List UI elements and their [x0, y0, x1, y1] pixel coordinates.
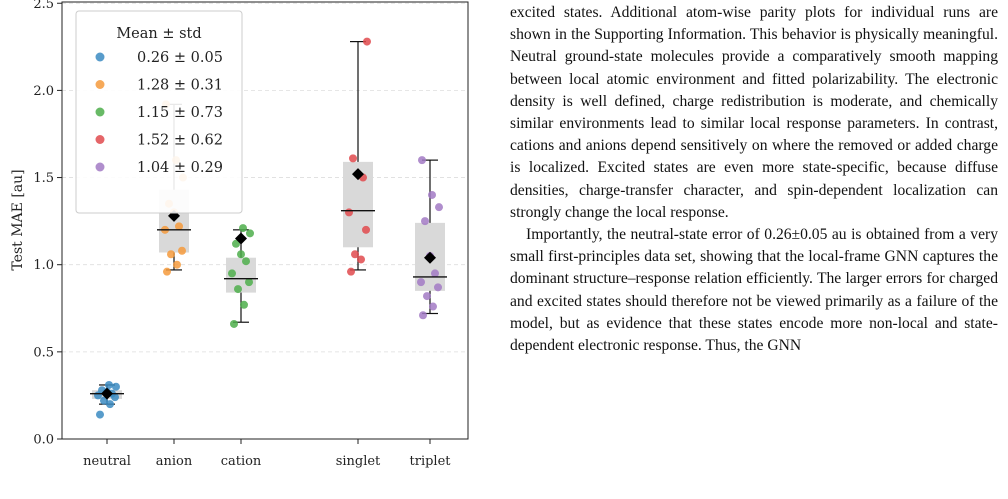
data-point	[434, 283, 442, 292]
data-point	[428, 190, 436, 199]
data-point	[237, 250, 245, 259]
mean-marker	[101, 387, 113, 400]
y-axis-label: Test MAE [au]	[10, 169, 26, 270]
mean-marker	[424, 251, 436, 264]
mean-marker	[235, 232, 247, 245]
box-plot-figure: 0.00.51.01.52.02.53.0 neutralanioncation…	[10, 0, 469, 469]
y-tick-label: 2.5	[33, 0, 54, 12]
legend-label: 1.15 ± 0.73	[137, 105, 223, 121]
data-point	[347, 267, 355, 276]
data-point	[167, 250, 175, 259]
x-tick-label: cation	[221, 454, 262, 469]
legend-marker	[95, 135, 105, 144]
paragraph-1: excited states. Additional atom-wise par…	[510, 4, 998, 221]
plot-frame	[61, 1, 469, 440]
data-point	[232, 239, 240, 248]
legend-marker	[95, 162, 105, 172]
data-point	[112, 382, 120, 391]
data-point	[96, 410, 104, 419]
y-tick-label: 1.0	[33, 258, 54, 273]
data-point	[417, 278, 425, 287]
data-point	[362, 225, 370, 234]
legend-marker	[95, 80, 105, 89]
x-axis-ticks: neutral anion cation singlet triplet	[83, 439, 451, 469]
data-point	[431, 269, 439, 278]
data-point	[106, 400, 114, 409]
body-text: excited states. Additional atom-wise par…	[510, 2, 998, 357]
x-tick-label: neutral	[83, 454, 131, 469]
paragraph-2: Importantly, the neutral-state error of …	[510, 226, 998, 355]
data-point	[419, 311, 427, 320]
x-tick-label: anion	[156, 454, 193, 469]
data-point	[435, 203, 443, 212]
data-point	[105, 380, 113, 389]
data-point	[228, 269, 236, 278]
data-point	[246, 229, 254, 238]
data-point	[421, 217, 429, 226]
data-point	[429, 302, 437, 311]
data-point	[351, 250, 359, 259]
data-point	[418, 156, 426, 165]
data-point	[230, 319, 238, 328]
legend-label: 0.26 ± 0.05	[137, 50, 223, 66]
x-tick-label: triplet	[410, 454, 452, 469]
legend-marker	[95, 52, 105, 62]
data-point	[349, 154, 357, 163]
data-point	[345, 208, 353, 217]
legend-marker	[95, 107, 105, 117]
mean-marker	[352, 168, 364, 181]
legend-label: 1.04 ± 0.29	[137, 160, 223, 176]
data-point	[173, 260, 181, 269]
data-point	[242, 257, 250, 266]
data-point	[363, 37, 371, 46]
x-tick-label: singlet	[336, 454, 381, 469]
legend-entries: 0.26 ± 0.05 1.28 ± 0.31 1.15 ± 0.73 1.52 ± …	[95, 50, 223, 176]
data-point	[240, 300, 248, 309]
data-point	[239, 224, 247, 233]
data-point	[175, 222, 183, 231]
y-tick-label: 0.0	[33, 433, 54, 448]
data-point	[234, 285, 242, 294]
data-point	[245, 278, 253, 287]
data-point	[163, 267, 171, 276]
data-point	[178, 246, 186, 255]
y-tick-label: 2.0	[33, 84, 54, 99]
legend-label: 1.28 ± 0.31	[137, 78, 223, 94]
legend-title: Mean ± std	[116, 26, 201, 42]
data-point	[423, 292, 431, 301]
y-tick-label: 0.5	[33, 345, 54, 360]
y-tick-label: 1.5	[33, 171, 54, 186]
legend-box	[75, 10, 243, 214]
legend: Mean ± std 0.26 ± 0.05 1.28 ± 0.31 1.15 ± …	[75, 10, 243, 214]
data-point	[357, 255, 365, 264]
y-axis-ticks: 0.00.51.01.52.02.53.0	[33, 0, 62, 448]
legend-label: 1.52 ± 0.62	[137, 133, 223, 149]
mean-layer	[90, 168, 447, 400]
